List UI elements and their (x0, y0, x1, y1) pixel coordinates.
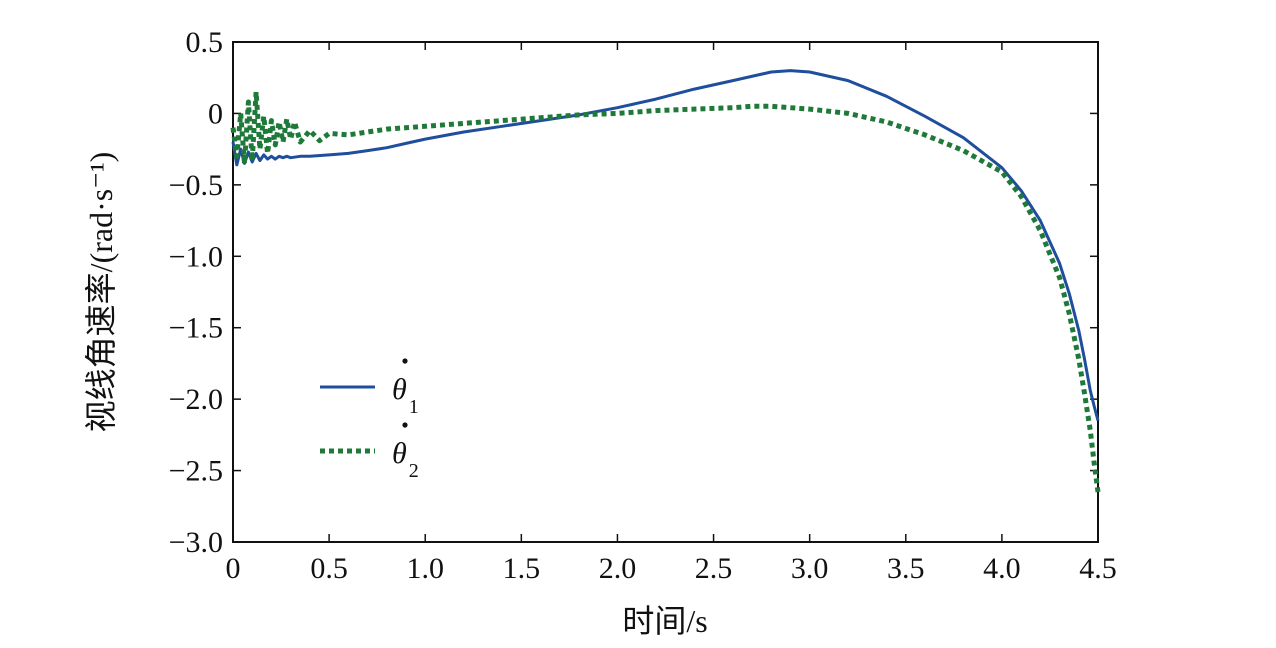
legend-label-1: θ1 (392, 373, 419, 418)
legend-symbol: θ (392, 437, 407, 470)
x-tick-label: 2.0 (599, 552, 637, 585)
x-tick-label: 4.0 (983, 552, 1021, 585)
legend-subscript: 1 (409, 396, 419, 418)
legend-symbol: θ (392, 373, 407, 406)
y-tick-label: −0.5 (169, 169, 223, 202)
y-tick-label: −2.0 (169, 383, 223, 416)
x-tick-label: 3.5 (887, 552, 925, 585)
y-axis-label: 视线角速率/(rad·s⁻¹) (83, 152, 119, 433)
x-tick-label: 4.5 (1079, 552, 1117, 585)
legend-derivative-dot (402, 358, 408, 364)
y-tick-label: 0.5 (186, 26, 224, 59)
legend-subscript: 2 (409, 460, 419, 482)
series-line-1 (231, 69, 1100, 421)
x-tick-label: 1.5 (503, 552, 541, 585)
y-tick-label: −2.5 (169, 455, 223, 488)
y-tick-label: 0 (208, 97, 223, 130)
series-line-2 (230, 89, 1101, 493)
y-tick-label: −3.0 (169, 526, 223, 559)
x-tick-label: 1.0 (406, 552, 444, 585)
y-tick-label: −1.5 (169, 312, 223, 345)
x-axis-label: 时间/s (622, 603, 707, 639)
y-tick-label: −1.0 (169, 240, 223, 273)
plot-frame (232, 41, 1099, 543)
legend-label-2: θ2 (392, 437, 419, 482)
legend-derivative-dot (402, 422, 408, 428)
x-tick-label: 0.5 (310, 552, 348, 585)
series-group (230, 69, 1101, 493)
x-tick-label: 2.5 (695, 552, 733, 585)
x-tick-label: 0 (226, 552, 241, 585)
tick-group: 0 0.5 1.0 1.5 2.0 2.5 3.0 3.5 4.0 4.5 0.5 0 −0.5 −1.0… (169, 26, 1117, 585)
x-tick-label: 3.0 (791, 552, 829, 585)
